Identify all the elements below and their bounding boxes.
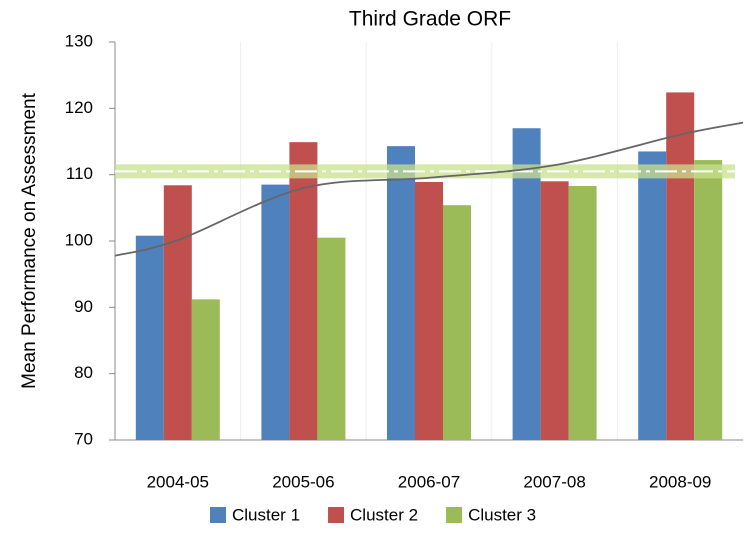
bar	[163, 185, 192, 440]
y-tick-label: 120	[65, 98, 93, 117]
y-tick-label: 80	[74, 363, 93, 382]
chart-title: Third Grade ORF	[349, 8, 511, 31]
bar	[568, 185, 597, 440]
y-tick-label: 90	[74, 297, 93, 316]
bar	[512, 128, 541, 440]
x-tick-label: 2004-05	[147, 472, 209, 491]
bar	[540, 181, 569, 441]
y-tick-label: 130	[65, 31, 93, 50]
x-tick-label: 2005-06	[272, 472, 334, 491]
legend-label: Cluster 2	[350, 505, 418, 524]
legend-swatch	[328, 507, 345, 523]
x-tick-label: 2008-09	[649, 472, 711, 491]
legend-swatch	[210, 507, 226, 523]
legend-swatch	[446, 507, 463, 523]
bar	[135, 235, 164, 440]
bar	[317, 237, 346, 440]
y-tick-label: 100	[65, 230, 93, 249]
x-tick-label: 2007-08	[523, 472, 585, 491]
bar	[191, 299, 220, 440]
bar	[261, 184, 290, 440]
bar	[387, 146, 415, 441]
bar	[638, 151, 667, 440]
legend-label: Cluster 3	[468, 505, 536, 524]
bar	[666, 92, 695, 440]
bar	[415, 181, 443, 441]
y-tick-label: 110	[66, 164, 93, 183]
bar	[443, 205, 471, 440]
y-axis-label: Mean Performance on Assessment	[19, 92, 40, 388]
trendline	[114, 121, 744, 257]
legend-label: Cluster 1	[232, 505, 300, 524]
x-tick-label: 2006-07	[398, 472, 460, 491]
bar	[289, 142, 318, 440]
y-tick-label: 70	[74, 429, 93, 448]
bar	[694, 160, 723, 440]
